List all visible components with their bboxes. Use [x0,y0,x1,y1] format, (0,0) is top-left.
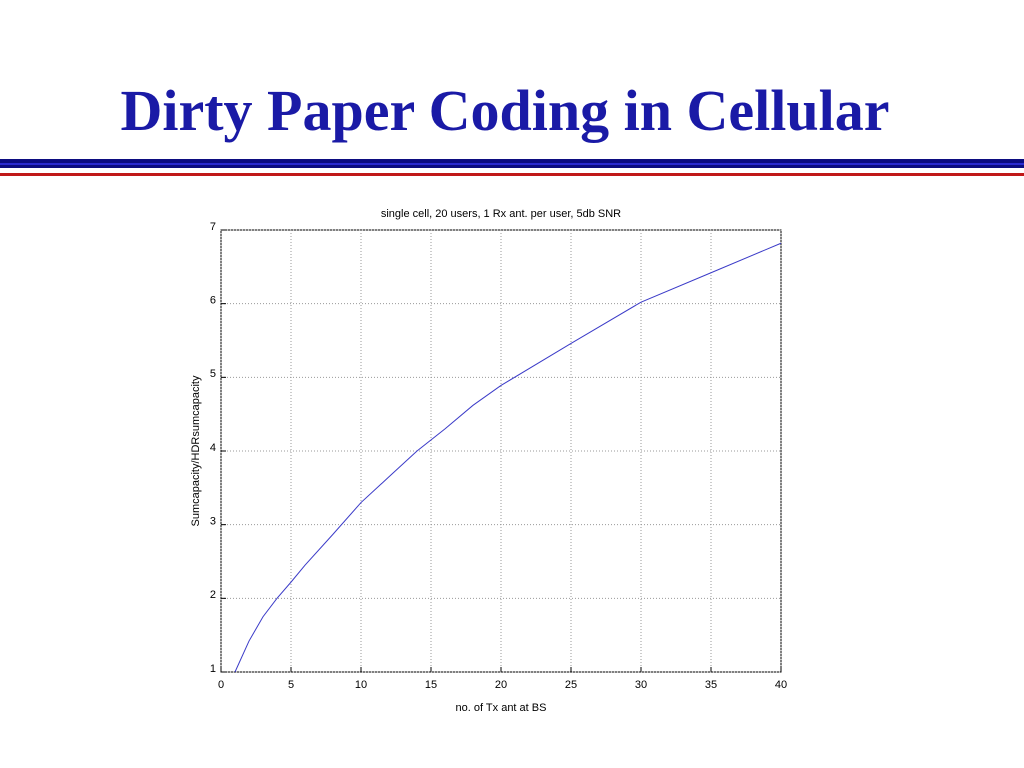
y-axis-label: Sumcapacity/HDRsumcapacity [190,375,202,526]
x-tick-label: 30 [635,679,647,691]
x-tick-label: 40 [775,679,787,691]
divider-blue-inner [0,163,1024,165]
x-axis-label: no. of Tx ant at BS [456,702,547,714]
slide-title: Dirty Paper Coding in Cellular [120,78,889,143]
y-tick-label: 1 [210,663,216,675]
chart-title: single cell, 20 users, 1 Rx ant. per use… [381,208,621,220]
y-tick-label: 4 [210,442,216,454]
x-tick-label: 20 [495,679,507,691]
x-tick-label: 10 [355,679,367,691]
y-tick-label: 7 [210,221,216,233]
x-tick-label: 5 [288,679,294,691]
x-tick-label: 15 [425,679,437,691]
y-tick-label: 3 [210,516,216,528]
y-tick-label: 6 [210,295,216,307]
x-tick-label: 0 [218,679,224,691]
x-tick-label: 35 [705,679,717,691]
y-tick-label: 2 [210,589,216,601]
data-line [234,242,782,673]
y-tick-label: 5 [210,368,216,380]
x-tick-label: 25 [565,679,577,691]
divider-red [0,173,1024,176]
